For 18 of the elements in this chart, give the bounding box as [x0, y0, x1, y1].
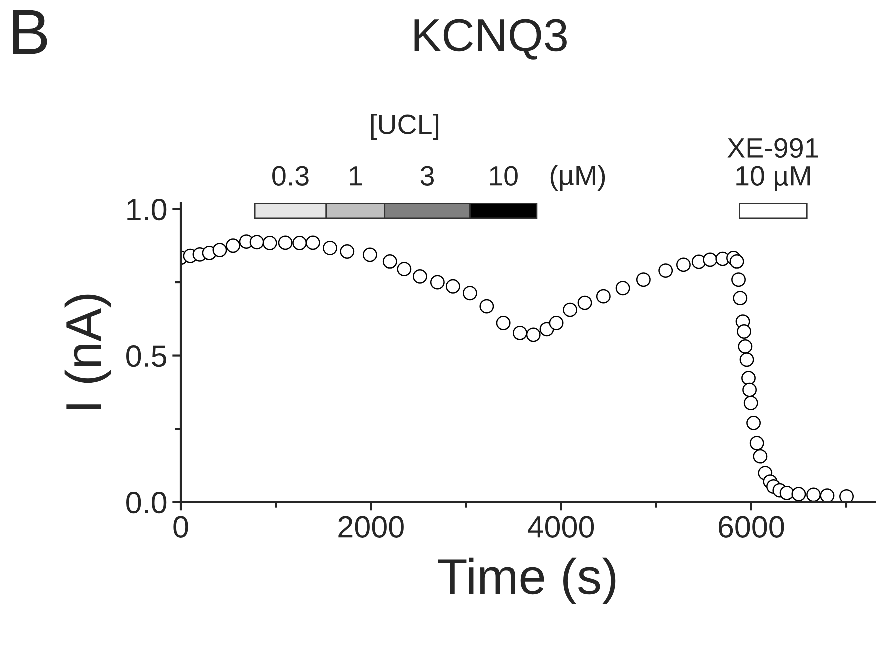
- text: (µM): [550, 165, 606, 191]
- band-label: 3: [420, 166, 434, 186]
- text: B: [13, 10, 48, 54]
- chart-title: KCNQ3: [414, 19, 567, 60]
- y-tick-label: 1.0: [128, 198, 167, 221]
- band-label: XE-991 10 µM: [728, 138, 818, 192]
- text: [UCL]: [371, 114, 439, 140]
- band-label: 10: [490, 166, 518, 186]
- y-tick-label: 0.0: [126, 492, 167, 514]
- x-axis-title: Time (s): [438, 558, 616, 604]
- y-axis-title: I (nA): [64, 294, 112, 410]
- band-label: 1: [350, 166, 362, 186]
- x-tick-label: 4000: [528, 516, 594, 538]
- y-tick-label: 0.5: [126, 346, 167, 368]
- x-tick-label: 2000: [338, 516, 404, 538]
- x-tick-label: 0: [174, 516, 188, 538]
- band-label: 0.3: [272, 166, 309, 186]
- x-tick-label: 6000: [718, 516, 784, 538]
